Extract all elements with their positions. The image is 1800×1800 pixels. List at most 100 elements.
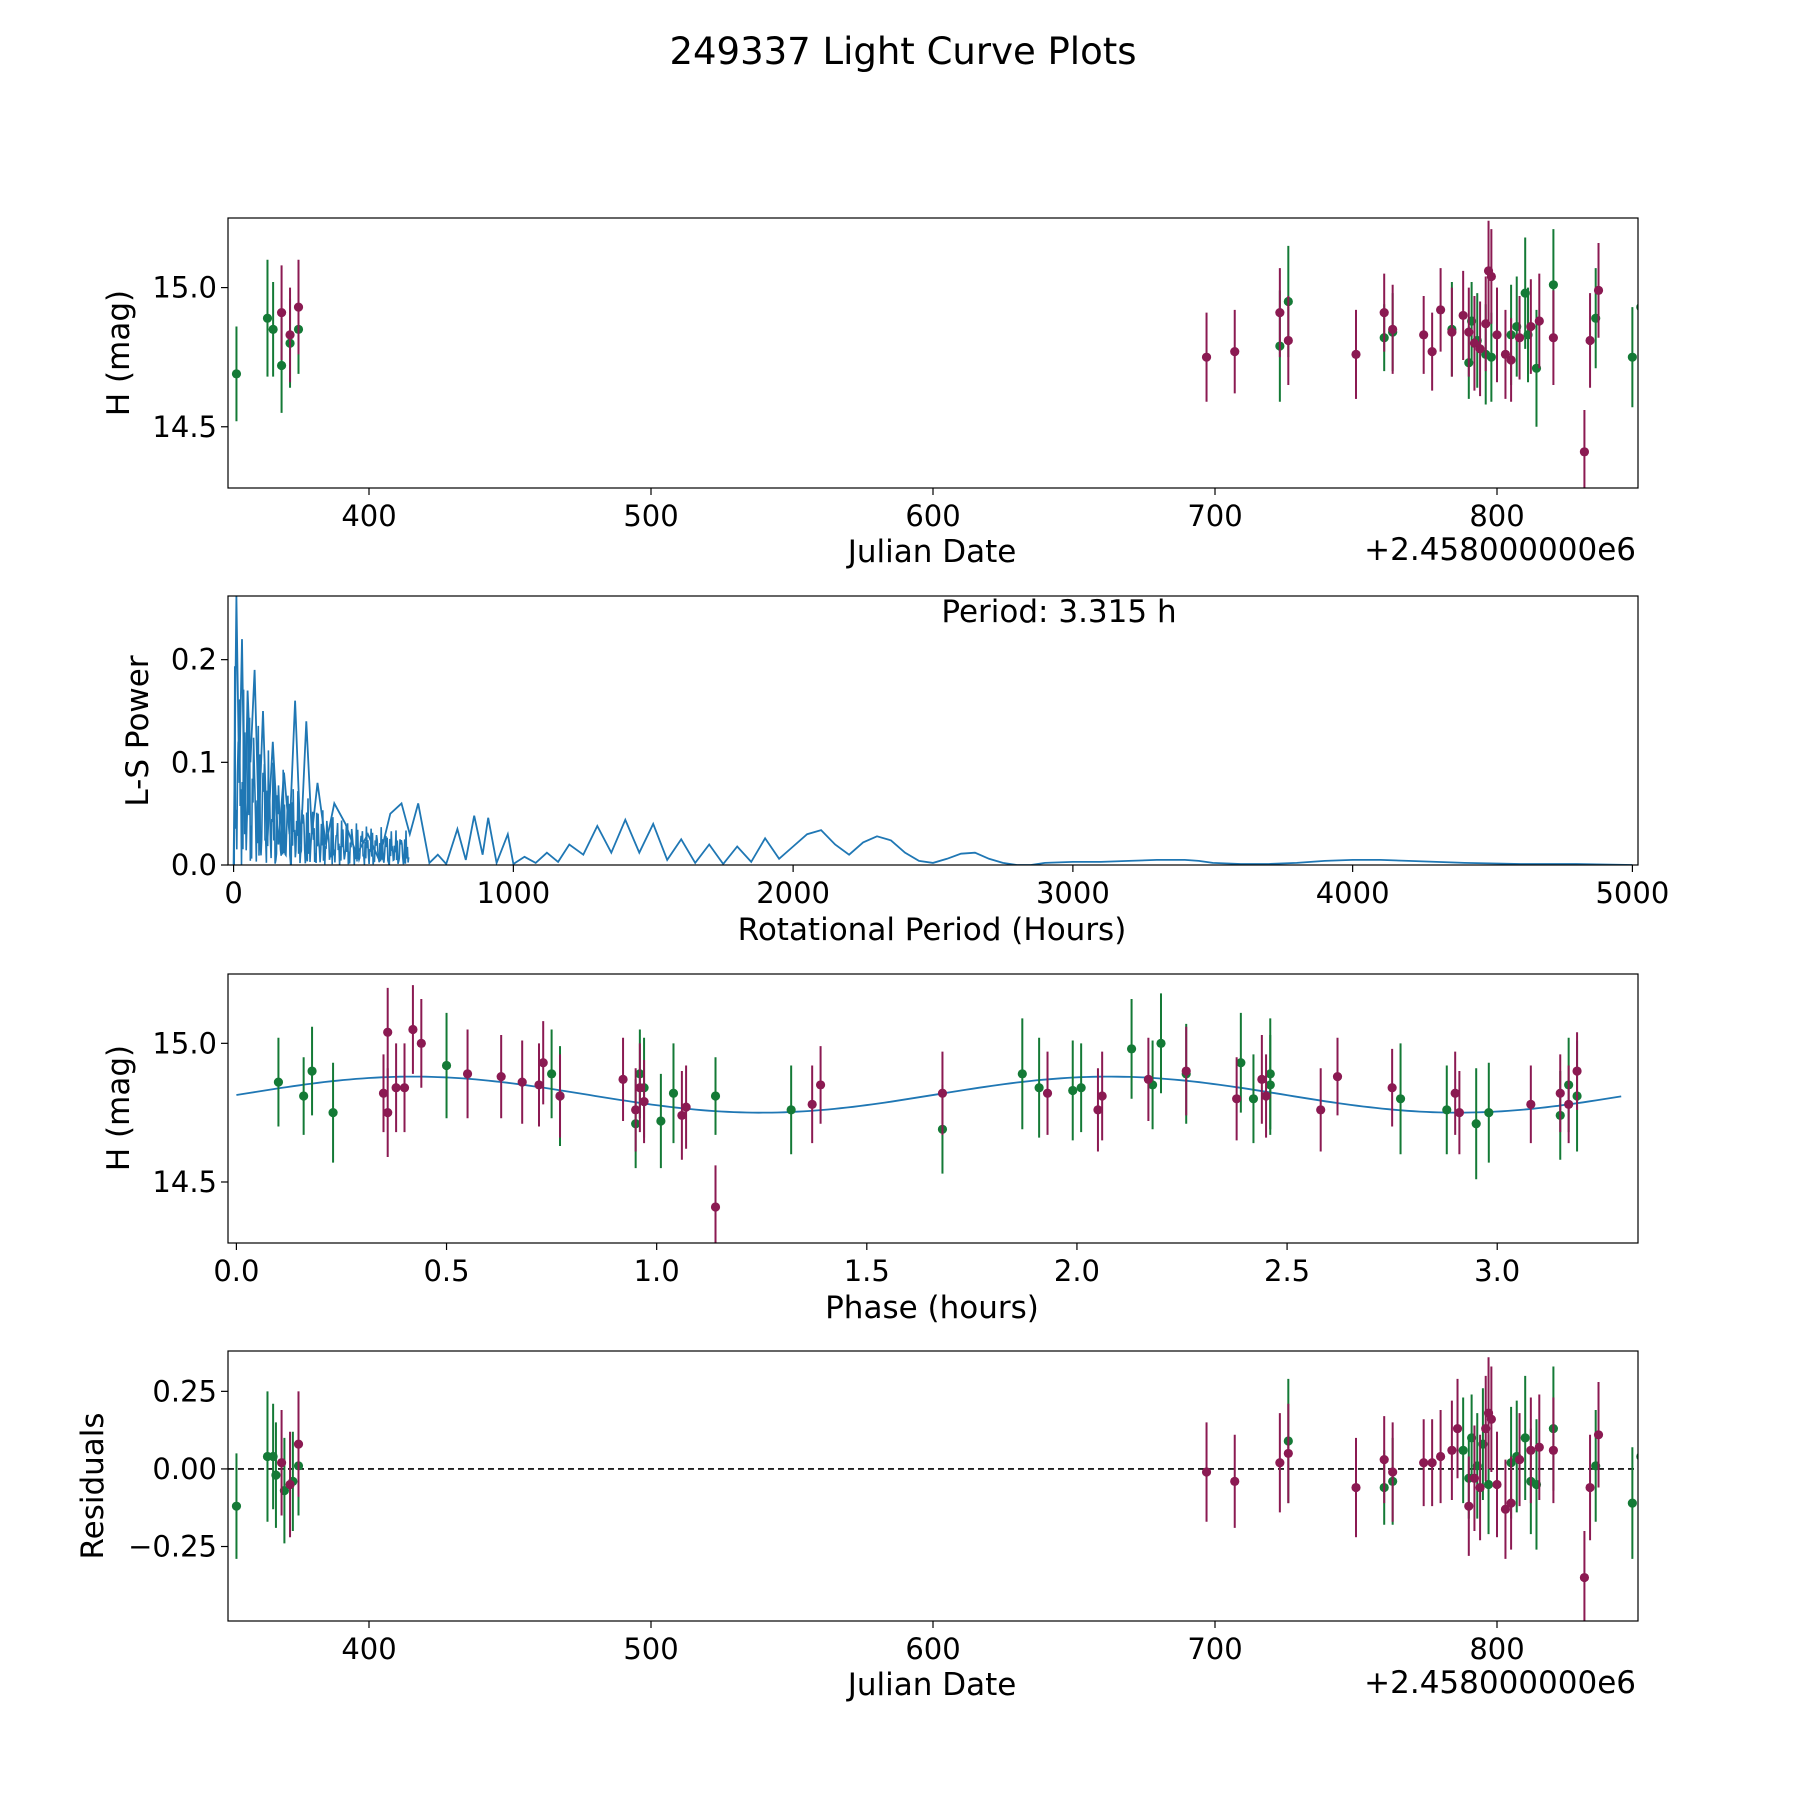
phase-fold-point-purple (639, 1096, 649, 1107)
light-curve-point-purple (1486, 271, 1496, 282)
phase-fold-point-purple (496, 1072, 506, 1082)
periodogram-xtick-label: 1000 (476, 876, 550, 910)
light-curve-point-purple (1379, 308, 1389, 318)
light-curve-marks (231, 220, 1648, 488)
light-curve-point-purple (1579, 447, 1590, 457)
residuals-ylabel: Residuals (75, 1412, 111, 1559)
light-curve-point-green (276, 360, 287, 371)
light-curve-point-purple (1351, 349, 1361, 359)
light-curve-ylabel: H (mag) (101, 290, 137, 416)
light-curve-point-purple (1593, 285, 1604, 295)
residuals-point-purple (276, 1458, 287, 1468)
periodogram-xtick-label: 2000 (756, 876, 830, 910)
residuals-plot-area (228, 1357, 1638, 1621)
periodogram-xtick-label: 5000 (1595, 876, 1669, 910)
light-curve-ytick-label: 14.5 (152, 410, 217, 444)
phase-fold-point-purple (1181, 1066, 1191, 1076)
light-curve-point-purple (1500, 349, 1511, 359)
periodogram-xtick-label: 4000 (1316, 876, 1390, 910)
residuals-point-purple (1579, 1572, 1590, 1583)
residuals-xtick-label: 700 (1187, 1632, 1242, 1666)
light-curve-point-purple (1534, 316, 1544, 326)
light-curve-point-purple (1458, 310, 1468, 321)
light-curve-point-purple (1230, 347, 1240, 357)
residuals-point-purple (1500, 1504, 1511, 1514)
phase-fold-point-purple (383, 1027, 393, 1037)
residuals-point-purple (1379, 1455, 1389, 1465)
phase-fold-point-purple (1261, 1091, 1271, 1101)
phase-fold-point-purple (378, 1088, 389, 1098)
light-curve-point-purple (1201, 352, 1212, 362)
phase-fold-point-purple (416, 1038, 426, 1048)
residuals-point-purple (1452, 1423, 1463, 1434)
phase-fold-point-purple (383, 1108, 393, 1118)
phase-fold-point-purple (618, 1074, 628, 1084)
periodogram-ytick-label: 0.1 (171, 745, 217, 779)
light-curve-point-purple (293, 302, 304, 312)
light-curve-xtick-label: 500 (623, 499, 678, 533)
phase-fold-plot-area (236, 985, 1622, 1243)
periodogram-ytick-label: 0.2 (171, 643, 217, 677)
phase-fold-point-purple (517, 1077, 527, 1087)
residuals-point-green (231, 1501, 242, 1511)
periodogram-xlabel: Rotational Period (Hours) (738, 912, 1127, 948)
phase-fold-frame (227, 973, 1639, 1244)
phase-fold-point-purple (1093, 1105, 1103, 1115)
phase-fold-xtick-label: 2.0 (1054, 1254, 1100, 1288)
residuals-point-purple (1585, 1482, 1595, 1493)
residuals-point-green (271, 1470, 281, 1480)
residuals-point-purple (1506, 1498, 1516, 1508)
residuals-point-purple (1201, 1467, 1212, 1477)
periodogram-ticks: 0 1000 2000 3000 4000 5000 0.0 0.1 0.2 (171, 643, 1669, 910)
residuals-xtick-label: 400 (341, 1632, 396, 1666)
phase-fold-point-green (299, 1091, 309, 1101)
phase-fold-point-purple (1450, 1088, 1460, 1098)
light-curve-point-purple (1526, 321, 1536, 332)
light-curve-point-purple (1447, 327, 1457, 337)
phase-fold-point-purple (1097, 1091, 1107, 1101)
light-curve-point-purple (1469, 338, 1480, 348)
phase-fold-point-green (547, 1069, 557, 1079)
periodogram-annotation: Period: 3.315 h (941, 594, 1176, 630)
phase-fold-point-green (1156, 1038, 1166, 1048)
residuals-point-purple (1514, 1455, 1525, 1465)
light-curve-point-purple (1436, 305, 1446, 315)
phase-fold-point-purple (1316, 1105, 1326, 1115)
light-curve-point-green (231, 369, 242, 379)
light-curve-point-purple (276, 308, 287, 318)
residuals-point-purple (1436, 1451, 1446, 1462)
light-curve-plot-area (231, 220, 1648, 488)
phase-fold-xtick-label: 0.5 (423, 1254, 469, 1288)
residuals-point-purple (1464, 1501, 1474, 1511)
panel-periodogram: 0 1000 2000 3000 4000 5000 0.0 0.1 0.2 Period: 3… (120, 594, 1669, 948)
phase-fold-point-green (307, 1066, 317, 1076)
light-curve-xtick-label: 400 (341, 499, 396, 533)
light-curve-point-purple (1419, 330, 1429, 340)
light-curve-point-purple (1514, 333, 1525, 343)
residuals-point-purple (293, 1439, 304, 1449)
light-curve-point-purple (1464, 327, 1474, 337)
phase-fold-ytick-label: 14.5 (152, 1165, 217, 1199)
phase-fold-point-purple (462, 1069, 473, 1079)
light-curve-point-green (1639, 336, 1648, 345)
residuals-xlabel: Julian Date (846, 1667, 1017, 1703)
residuals-point-purple (1469, 1473, 1480, 1483)
phase-fold-xtick-label: 0.0 (213, 1254, 259, 1288)
phase-fold-point-green (786, 1105, 796, 1115)
figure-title: 249337 Light Curve Plots (669, 30, 1136, 73)
panel-light-curve: 400 500 600 700 800 15.0 14.5 Julian Date +2.4… (101, 217, 1648, 570)
periodogram-xtick-label: 0 (224, 876, 242, 910)
phase-fold-point-purple (1042, 1088, 1053, 1098)
residuals-ytick-label: 0.00 (152, 1452, 217, 1486)
phase-fold-point-purple (1526, 1099, 1536, 1109)
residuals-ytick-label: −0.25 (128, 1530, 217, 1564)
residuals-point-purple (1593, 1430, 1604, 1440)
phase-fold-point-purple (1454, 1108, 1464, 1118)
residuals-point-purple (1427, 1458, 1437, 1468)
phase-fold-point-purple (807, 1099, 817, 1109)
periodogram-ytick-label: 0.0 (171, 848, 217, 882)
phase-fold-point-purple (399, 1083, 410, 1093)
phase-fold-point-green (656, 1116, 666, 1126)
phase-fold-xtick-label: 1.0 (634, 1254, 680, 1288)
